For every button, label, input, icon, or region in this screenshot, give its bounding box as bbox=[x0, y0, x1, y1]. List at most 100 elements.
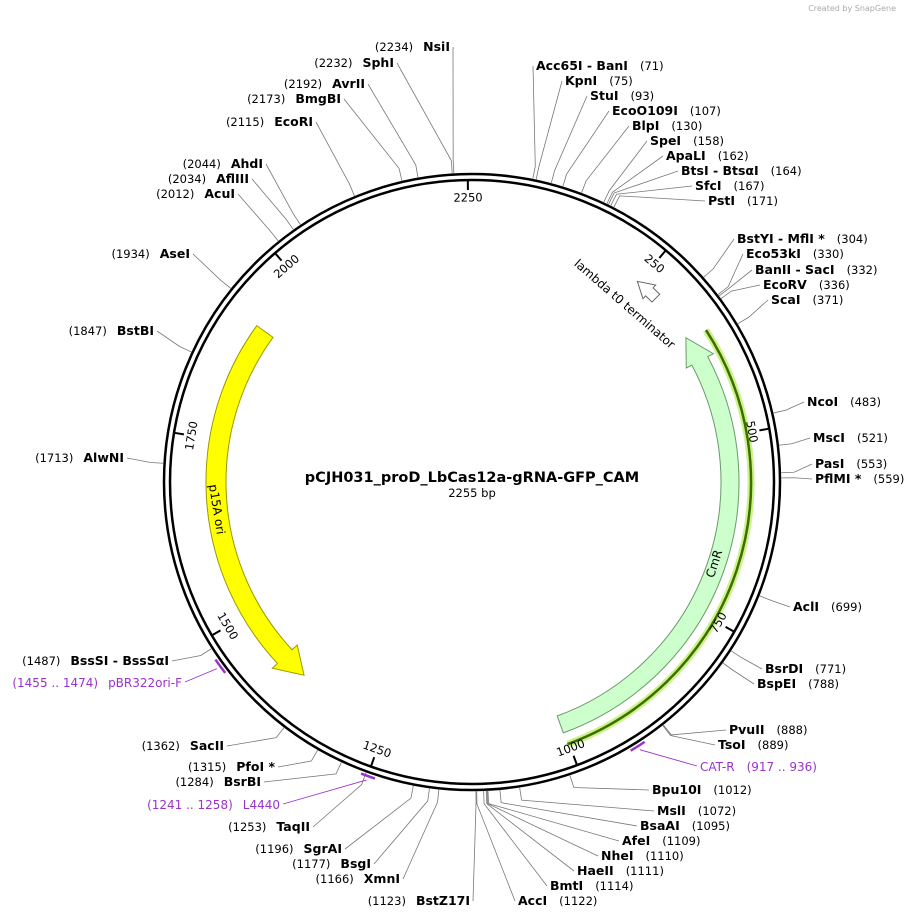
enzyme-label: PstI (171) bbox=[708, 193, 778, 208]
enzyme-name: BlpI bbox=[632, 118, 659, 133]
backbone-inner bbox=[168, 178, 776, 786]
cut-site-line bbox=[569, 775, 650, 791]
enzyme-name: EcoRV bbox=[763, 277, 807, 292]
cut-site-line bbox=[192, 253, 232, 289]
enzyme-name: ScaI bbox=[771, 292, 801, 307]
cut-site-line bbox=[550, 95, 588, 184]
enzyme-name: BsaAI bbox=[640, 818, 680, 833]
cut-site-line bbox=[367, 83, 419, 178]
cut-site-line bbox=[603, 140, 648, 203]
cut-site-line bbox=[251, 178, 294, 230]
enzyme-name: AhdI bbox=[231, 156, 263, 171]
enzyme-label: (1847) BstBI bbox=[69, 323, 154, 338]
enzyme-position: (93) bbox=[631, 89, 655, 103]
cut-site-line bbox=[312, 772, 367, 828]
enzyme-label: (1934) AseI bbox=[112, 246, 191, 261]
primer-arc bbox=[214, 658, 227, 674]
enzyme-label: Eco53kI (330) bbox=[746, 246, 844, 261]
primer-label: CAT-R (917 .. 936) bbox=[700, 760, 817, 774]
enzyme-name: NheI bbox=[601, 848, 634, 863]
tick-mark bbox=[658, 250, 666, 259]
enzyme-label: PflMI * (559) bbox=[815, 471, 904, 486]
enzyme-position: (164) bbox=[771, 164, 802, 178]
enzyme-label: AccI (1122) bbox=[518, 893, 597, 908]
enzyme-label: (2192) AvrII bbox=[284, 76, 365, 91]
tick-label: 250 bbox=[642, 251, 668, 276]
enzyme-name: Eco53kI bbox=[746, 246, 801, 261]
enzyme-label: NcoI (483) bbox=[807, 394, 881, 409]
tick-label: 500 bbox=[743, 420, 761, 444]
cut-site-line bbox=[486, 790, 599, 857]
enzyme-label: Bpu10I (1012) bbox=[652, 782, 752, 797]
cut-site-line bbox=[499, 789, 638, 827]
primer-label: (1455 .. 1474) pBR322ori-F bbox=[12, 676, 182, 690]
primer-arc bbox=[630, 740, 646, 752]
enzyme-label: PasI (553) bbox=[815, 456, 887, 471]
cut-site-line bbox=[226, 727, 285, 747]
cut-site-line bbox=[722, 662, 755, 685]
enzyme-position: (162) bbox=[718, 149, 749, 163]
enzyme-name: MslI bbox=[657, 803, 686, 818]
enzyme-position: (1110) bbox=[646, 849, 684, 863]
cut-site-line bbox=[737, 299, 769, 325]
enzyme-label: AclI (699) bbox=[793, 599, 862, 614]
enzyme-position: (483) bbox=[850, 395, 881, 409]
enzyme-label: PvuII (888) bbox=[729, 722, 807, 737]
cut-site-line bbox=[703, 238, 735, 278]
enzyme-position: (1713) bbox=[35, 451, 73, 465]
enzyme-name: NcoI bbox=[807, 394, 838, 409]
cut-site-line bbox=[780, 463, 813, 474]
enzyme-name: MscI bbox=[813, 430, 845, 445]
enzyme-label: BmtI (1114) bbox=[550, 878, 633, 893]
tick-label: 1500 bbox=[214, 610, 241, 642]
enzyme-position: (107) bbox=[690, 104, 721, 118]
enzyme-label: TsoI (889) bbox=[718, 737, 788, 752]
cut-site-line bbox=[485, 790, 575, 872]
cut-site-line bbox=[773, 401, 805, 414]
enzyme-position: (2192) bbox=[284, 77, 322, 91]
enzyme-position: (330) bbox=[813, 247, 844, 261]
enzyme-label: (1487) BssSI - BssSαI bbox=[22, 653, 169, 668]
enzyme-label: (1315) PfoI * bbox=[188, 759, 275, 774]
enzyme-position: (521) bbox=[857, 431, 888, 445]
enzyme-position: (332) bbox=[847, 263, 878, 277]
cut-site-line bbox=[662, 724, 716, 746]
enzyme-position: (304) bbox=[837, 232, 868, 246]
backbone-outer bbox=[162, 172, 782, 792]
enzyme-position: (888) bbox=[777, 723, 808, 737]
cut-site-line bbox=[759, 595, 791, 608]
primer-name: L4440 bbox=[243, 798, 280, 812]
cut-site-line bbox=[343, 98, 403, 182]
cut-site-line bbox=[396, 62, 453, 174]
primer-name: pBR322ori-F bbox=[108, 676, 182, 690]
enzyme-label: (1123) BstZ17I bbox=[368, 893, 470, 908]
enzyme-label: (1713) AlwNI bbox=[35, 450, 124, 465]
enzyme-position: (553) bbox=[856, 457, 887, 471]
enzyme-name: SacII bbox=[190, 738, 224, 753]
enzyme-label: (2044) AhdI bbox=[183, 156, 263, 171]
enzyme-name: BsrBI bbox=[224, 774, 261, 789]
enzyme-label: ApaLI (162) bbox=[666, 148, 749, 163]
enzyme-label: EcoRV (336) bbox=[763, 277, 850, 292]
cut-site-line bbox=[126, 457, 164, 464]
enzyme-label: MslI (1072) bbox=[657, 803, 736, 818]
enzyme-name: PstI bbox=[708, 193, 735, 208]
enzyme-position: (167) bbox=[734, 179, 765, 193]
enzyme-name: AfeI bbox=[622, 833, 650, 848]
cut-site-line bbox=[562, 110, 610, 187]
enzyme-name: BstYI - MflI * bbox=[737, 231, 825, 246]
enzyme-position: (171) bbox=[747, 194, 778, 208]
enzyme-name: BmtI bbox=[550, 878, 583, 893]
primer-name: CAT-R bbox=[700, 760, 735, 774]
enzyme-label: (1362) SacII bbox=[142, 738, 224, 753]
enzyme-position: (336) bbox=[819, 278, 850, 292]
enzyme-position: (1109) bbox=[662, 834, 700, 848]
enzyme-position: (1362) bbox=[142, 739, 180, 753]
enzyme-position: (1111) bbox=[626, 864, 664, 878]
enzyme-position: (158) bbox=[693, 134, 724, 148]
enzyme-position: (1114) bbox=[595, 879, 633, 893]
enzyme-name: SgrAI bbox=[304, 841, 342, 856]
enzyme-position: (1253) bbox=[228, 820, 266, 834]
enzyme-label: KpnI (75) bbox=[565, 73, 633, 88]
enzyme-name: BstBI bbox=[117, 323, 154, 338]
